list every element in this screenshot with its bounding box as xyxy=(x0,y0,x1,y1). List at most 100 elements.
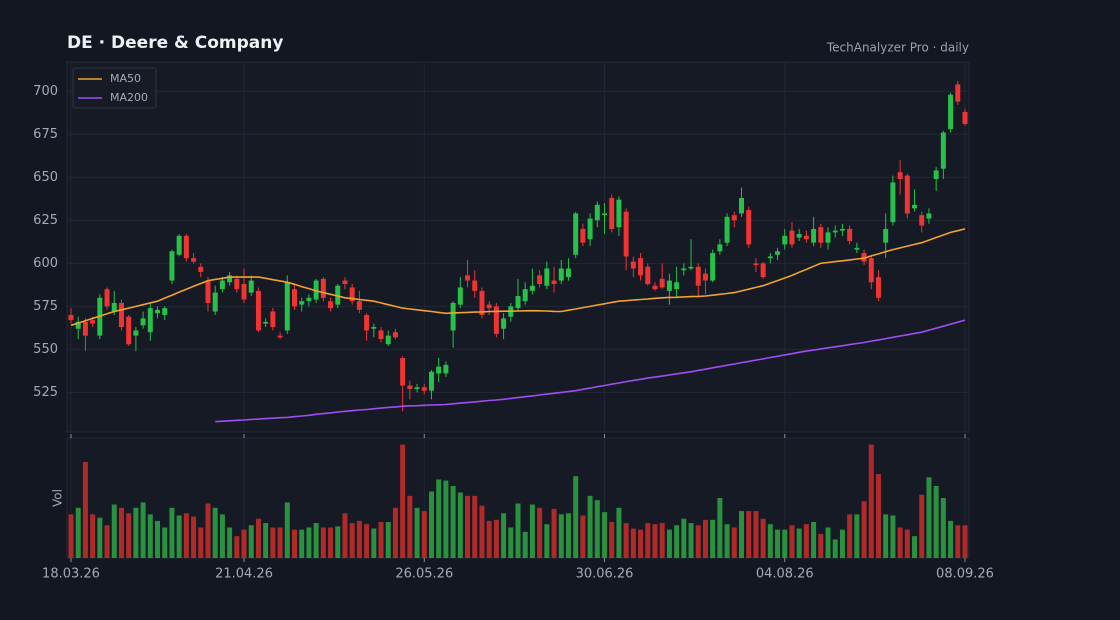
candle-body xyxy=(421,387,427,391)
x-tick-label: 08.09.26 xyxy=(936,567,994,582)
candle-body xyxy=(717,244,723,252)
candle-body xyxy=(111,302,117,312)
candle-body xyxy=(118,302,124,328)
candle-body xyxy=(580,228,586,243)
volume-bar xyxy=(760,518,766,558)
volume-bar xyxy=(616,507,622,558)
candle-body xyxy=(522,289,528,302)
volume-bar xyxy=(501,513,507,558)
candle-body xyxy=(227,275,233,283)
volume-bar xyxy=(666,529,672,558)
volume-bar xyxy=(789,525,795,558)
candle-body xyxy=(371,327,377,329)
volume-bar xyxy=(263,523,269,558)
legend: MA50 MA200 xyxy=(72,67,157,109)
volume-bar xyxy=(609,522,615,558)
candle-body xyxy=(847,228,853,241)
volume-bar xyxy=(147,514,153,558)
volume-bar xyxy=(342,513,348,558)
volume-bar xyxy=(782,529,788,558)
y-tick-label: 625 xyxy=(33,213,58,228)
candle-body xyxy=(695,266,701,286)
x-tick-label: 18.03.26 xyxy=(42,567,100,582)
volume-bar xyxy=(515,503,521,558)
legend-label: MA50 xyxy=(110,72,141,85)
volume-bar xyxy=(565,513,571,558)
candle-body xyxy=(147,308,153,333)
volume-bar xyxy=(414,507,420,558)
candle-body xyxy=(630,261,636,269)
candle-body xyxy=(688,266,694,269)
candle-body xyxy=(176,235,182,255)
candle-body xyxy=(212,292,218,312)
volume-bar xyxy=(176,515,182,558)
candle-body xyxy=(349,287,355,302)
candle-body xyxy=(760,263,766,278)
volume-bar xyxy=(717,498,723,558)
candle-body xyxy=(890,182,896,223)
volume-bar xyxy=(356,520,362,558)
volume-bar xyxy=(861,501,867,558)
volume-bar xyxy=(299,529,305,558)
volume-bar xyxy=(407,495,413,558)
volume-bar xyxy=(428,491,434,558)
candle-body xyxy=(933,170,939,180)
candle-body xyxy=(400,358,406,386)
volume-bar xyxy=(320,527,326,558)
volume-bar xyxy=(803,524,809,558)
candle-body xyxy=(219,280,225,290)
candle-body xyxy=(465,275,471,281)
volume-bar xyxy=(948,520,954,558)
candle-body xyxy=(645,266,651,284)
y-tick-label: 700 xyxy=(33,84,58,99)
candle-body xyxy=(306,297,312,302)
candle-body xyxy=(277,335,283,338)
candle-body xyxy=(875,277,881,298)
volume-bar xyxy=(472,495,478,558)
volume-bar xyxy=(602,512,608,558)
volume-bar xyxy=(847,514,853,558)
volume-bar xyxy=(544,524,550,558)
volume-bar xyxy=(335,526,341,558)
candle-body xyxy=(558,268,564,281)
volume-bar xyxy=(746,511,752,558)
volume-bar xyxy=(674,525,680,558)
price-panel xyxy=(66,61,970,433)
volume-bar xyxy=(162,527,168,558)
candle-body xyxy=(724,216,730,243)
ma-line xyxy=(70,228,966,327)
volume-bar xyxy=(940,498,946,558)
volume-bar xyxy=(378,522,384,558)
volume-bar xyxy=(753,511,759,558)
volume-bar xyxy=(227,527,233,558)
candle-body xyxy=(839,228,845,231)
candle-body xyxy=(551,280,557,284)
candle-body xyxy=(205,280,211,303)
y-tick-label: 525 xyxy=(33,385,58,400)
volume-bar xyxy=(955,525,961,558)
candle-body xyxy=(263,321,269,324)
volume-bar xyxy=(724,524,730,558)
volume-bar xyxy=(493,519,499,558)
candle-body xyxy=(378,330,384,340)
candle-body xyxy=(926,213,932,219)
candle-body xyxy=(234,278,240,290)
volume-bar xyxy=(140,502,146,558)
volume-bar xyxy=(681,518,687,558)
candle-body xyxy=(529,285,535,291)
candle-body xyxy=(897,172,903,180)
volume-axis-label: Vol xyxy=(51,489,65,507)
volume-bar xyxy=(573,476,579,558)
candle-body xyxy=(284,282,290,331)
candle-body xyxy=(731,215,737,221)
candle-body xyxy=(436,366,442,374)
volume-bar xyxy=(82,462,88,558)
volume-bar xyxy=(479,505,485,558)
volume-bar xyxy=(349,523,355,558)
volume-bar xyxy=(443,480,449,558)
candle-body xyxy=(241,284,247,300)
candle-body xyxy=(320,278,326,298)
candle-body xyxy=(342,280,348,284)
volume-bar xyxy=(832,539,838,558)
volume-bar xyxy=(90,514,96,558)
